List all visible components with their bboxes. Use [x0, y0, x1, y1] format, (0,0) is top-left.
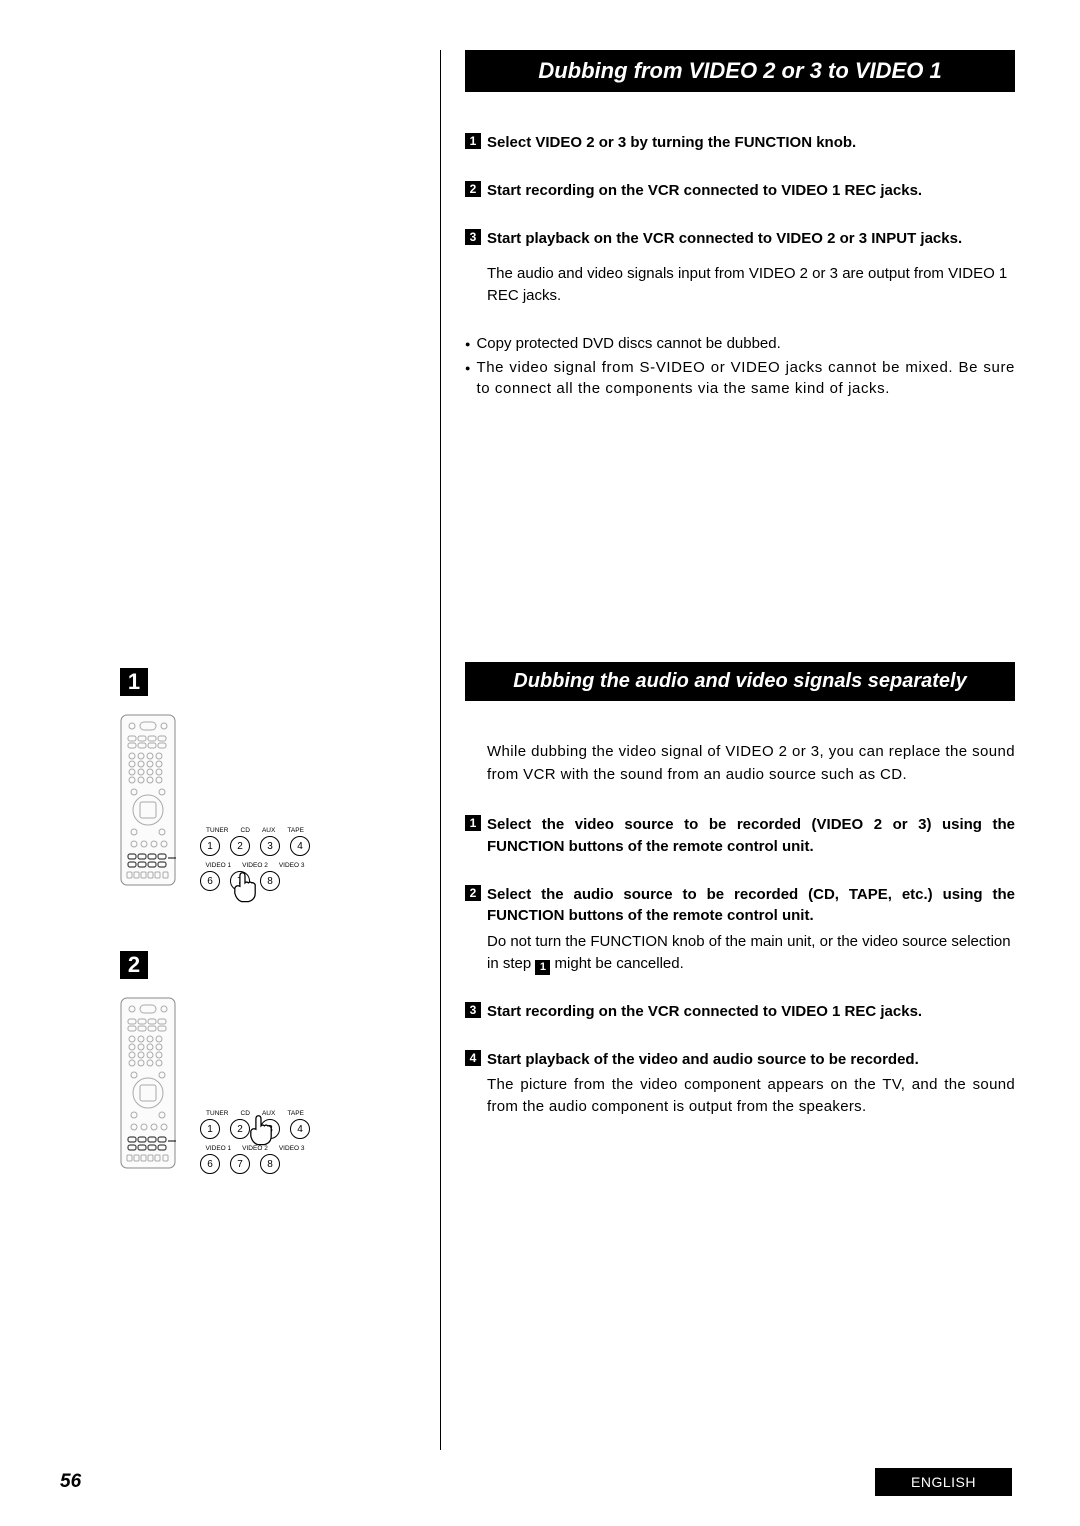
func-btn: 8	[260, 1154, 280, 1174]
btn-label: CD	[241, 827, 250, 834]
func-btn: 6	[200, 871, 220, 891]
step-num: 4	[465, 1050, 481, 1066]
step: 3 Start recording on the VCR connected t…	[465, 1001, 1015, 1023]
func-btn: 3	[260, 836, 280, 856]
step: 3 Start playback on the VCR connected to…	[465, 228, 1015, 307]
step: 2 Select the audio source to be recorded…	[465, 884, 1015, 975]
func-btn: 1	[200, 836, 220, 856]
remote-icon	[120, 714, 176, 891]
step-num: 2	[465, 181, 481, 197]
hand-pointer-icon	[244, 1114, 278, 1148]
step-text: Select the audio source to be recorded (…	[487, 884, 1015, 928]
btn-label: VIDEO 1	[206, 1145, 232, 1152]
section-1-title: Dubbing from VIDEO 2 or 3 to VIDEO 1	[465, 50, 1015, 92]
btn-label: VIDEO 3	[279, 862, 305, 869]
illustration-2: TUNER CD AUX TAPE 1 2 3 4 VIDEO 1 VIDEO …	[120, 997, 420, 1174]
step: 1 Select the video source to be recorded…	[465, 814, 1015, 858]
illustration-1: TUNER CD AUX TAPE 1 2 3 4 VIDEO 1 VIDEO …	[120, 714, 420, 891]
step-text: Start playback of the video and audio so…	[487, 1049, 1015, 1071]
note-text: Copy protected DVD discs cannot be dubbe…	[476, 333, 780, 355]
func-btn: 4	[290, 836, 310, 856]
note-text: The video signal from S-VIDEO or VIDEO j…	[476, 357, 1015, 401]
step-num: 3	[465, 229, 481, 245]
step: 1 Select VIDEO 2 or 3 by turning the FUN…	[465, 132, 1015, 154]
btn-label: TUNER	[206, 827, 228, 834]
func-btn: 8	[260, 871, 280, 891]
inline-step-ref: 1	[535, 960, 550, 975]
btn-label: TUNER	[206, 1110, 228, 1117]
btn-label: VIDEO 2	[242, 862, 268, 869]
btn-label: VIDEO 1	[206, 862, 232, 869]
func-btn: 4	[290, 1119, 310, 1139]
body-post: might be cancelled.	[550, 955, 683, 972]
step-num: 2	[465, 885, 481, 901]
step-text: Start recording on the VCR connected to …	[487, 1001, 1015, 1023]
step-body: Do not turn the FUNCTION knob of the mai…	[487, 931, 1015, 975]
step-text: Select the video source to be recorded (…	[487, 814, 1015, 858]
section-2-title: Dubbing the audio and video signals sepa…	[465, 662, 1015, 701]
button-panel: TUNER CD AUX TAPE 1 2 3 4 VIDEO 1 VIDEO …	[200, 827, 310, 891]
btn-label: VIDEO 3	[279, 1145, 305, 1152]
illus-num-2: 2	[120, 951, 148, 979]
btn-label: AUX	[262, 827, 275, 834]
button-panel: TUNER CD AUX TAPE 1 2 3 4 VIDEO 1 VIDEO …	[200, 1110, 310, 1174]
step-num: 1	[465, 815, 481, 831]
step-text: Select VIDEO 2 or 3 by turning the FUNCT…	[487, 132, 1015, 154]
page-footer: 56 ENGLISH	[0, 1468, 1080, 1496]
manual-page: Dubbing from VIDEO 2 or 3 to VIDEO 1 1 S…	[0, 0, 1080, 1526]
step-body: The picture from the video component app…	[487, 1074, 1015, 1118]
step-num: 3	[465, 1002, 481, 1018]
section-1: Dubbing from VIDEO 2 or 3 to VIDEO 1 1 S…	[465, 50, 1015, 402]
step: 4 Start playback of the video and audio …	[465, 1049, 1015, 1118]
step-text: Start playback on the VCR connected to V…	[487, 228, 1015, 250]
section-2: Dubbing the audio and video signals sepa…	[465, 662, 1015, 1144]
notes-list: Copy protected DVD discs cannot be dubbe…	[465, 333, 1015, 400]
step-num: 1	[465, 133, 481, 149]
func-btn: 2	[230, 836, 250, 856]
btn-label: TAPE	[287, 827, 304, 834]
step: 2 Start recording on the VCR connected t…	[465, 180, 1015, 202]
column-divider	[440, 50, 441, 1450]
btn-label: TAPE	[287, 1110, 304, 1117]
func-btn: 7	[230, 1154, 250, 1174]
section-2-intro: While dubbing the video signal of VIDEO …	[465, 741, 1015, 786]
left-illustrations: 1	[120, 668, 420, 1234]
page-number: 56	[60, 1471, 81, 1493]
hand-pointer-icon	[228, 871, 262, 905]
func-btn: 6	[200, 1154, 220, 1174]
remote-icon	[120, 997, 176, 1174]
step-body: The audio and video signals input from V…	[487, 263, 1015, 307]
illus-num-1: 1	[120, 668, 148, 696]
func-btn: 1	[200, 1119, 220, 1139]
language-label: ENGLISH	[875, 1468, 1012, 1496]
step-text: Start recording on the VCR connected to …	[487, 180, 1015, 202]
